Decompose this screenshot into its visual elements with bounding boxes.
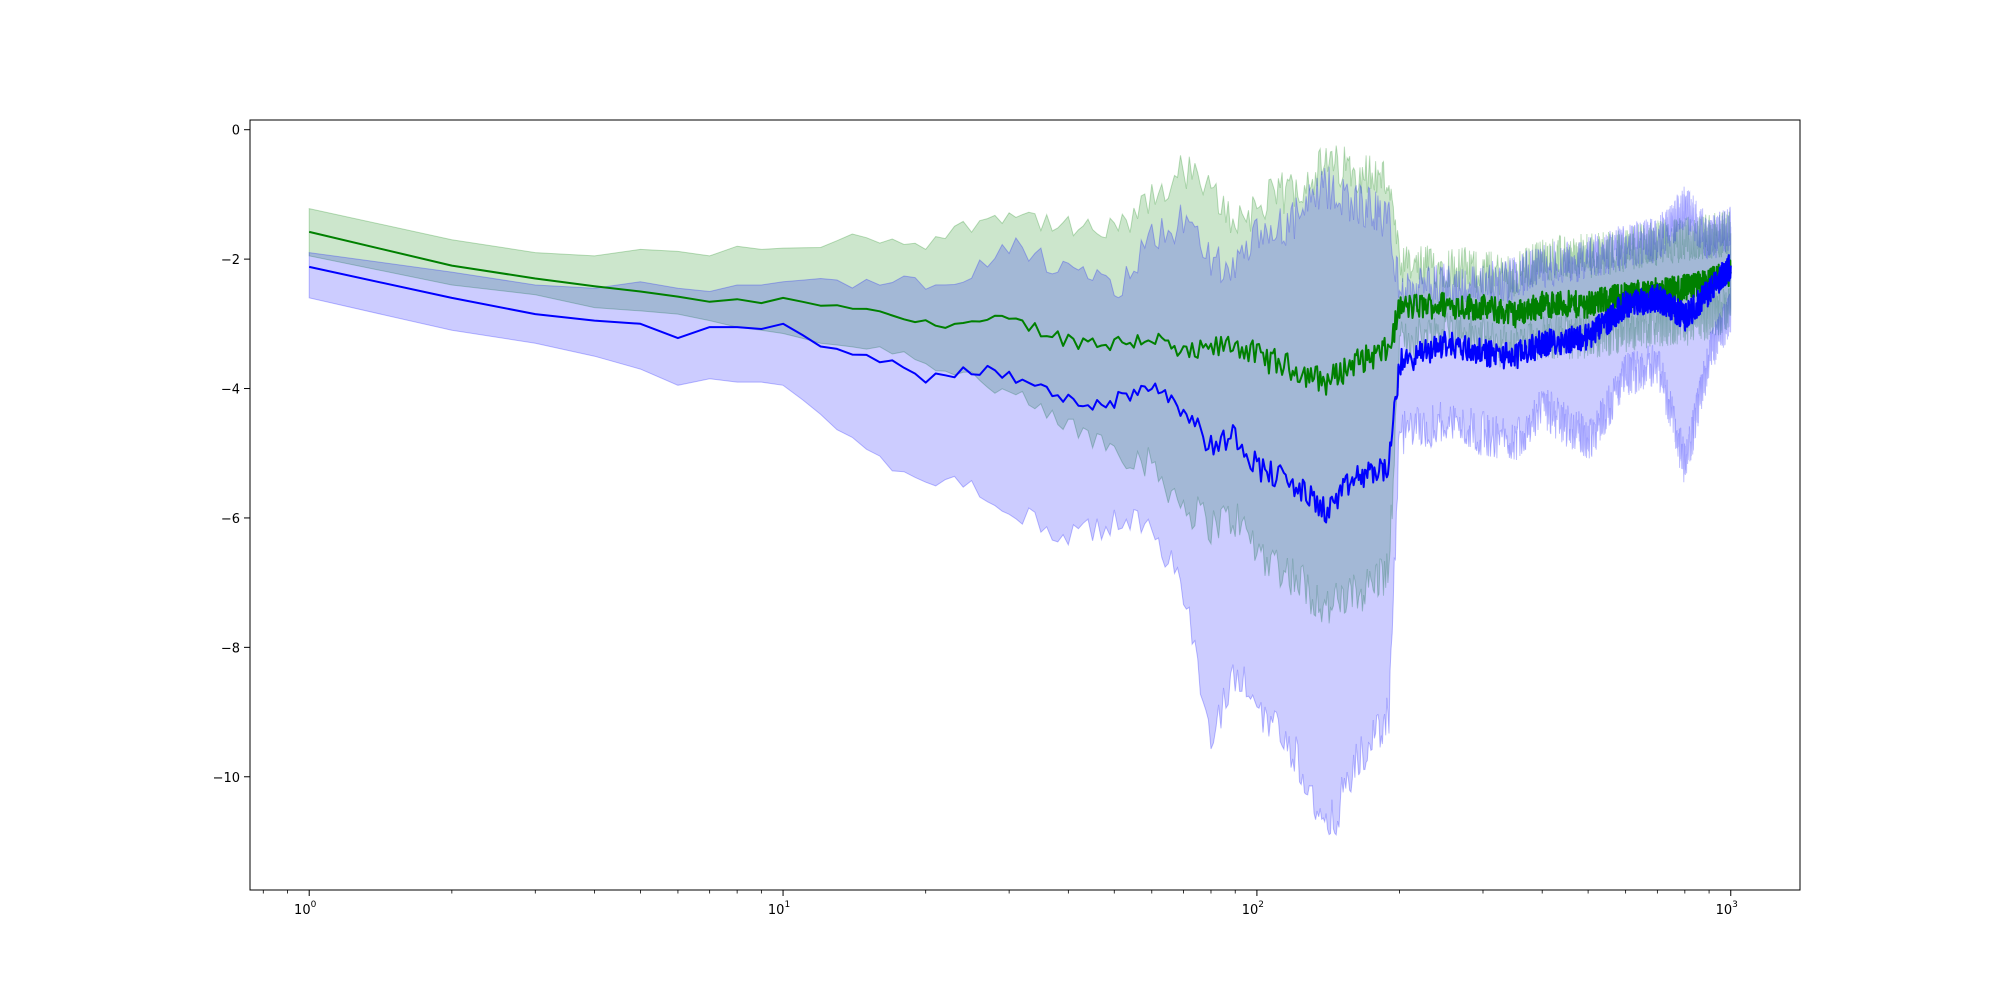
y-tick-label: −6 [221,512,240,527]
y-tick-label: −10 [213,771,240,786]
x-tick-label: 101 [768,900,790,918]
y-tick-label: −2 [221,253,240,268]
y-tick-label: −8 [221,641,240,656]
y-axis: 0 −2 −4 −6 −8 −10 [213,124,250,786]
x-tick-label: 103 [1716,900,1738,918]
series-line-2 [308,254,1732,524]
x-tick-label: 102 [1242,900,1264,918]
y-tick-label: −4 [221,383,240,398]
series-line-1 [308,230,1732,396]
series-lines [308,230,1732,524]
x-tick-label: 100 [294,900,317,918]
confidence-band-1 [308,145,1732,624]
plot-frame [249,119,1801,891]
y-tick-label: 0 [232,124,240,139]
x-axis: 100 101 102 103 [262,890,1738,918]
